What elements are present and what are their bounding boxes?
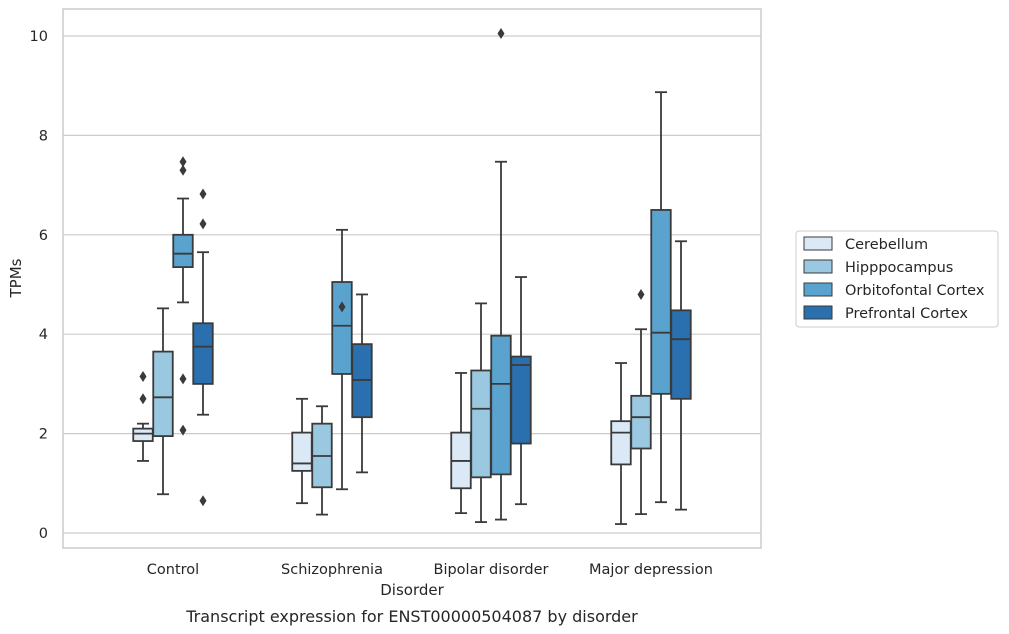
box-iqr [650, 209, 672, 395]
outlier-point [199, 188, 207, 200]
outlier-point [637, 288, 645, 300]
x-tick-label: Control [147, 562, 199, 578]
box-hipppocampus [630, 288, 652, 516]
box-iqr [610, 420, 632, 466]
box-hipppocampus [311, 405, 333, 516]
box-iqr [670, 309, 692, 400]
box-series-group [132, 28, 692, 525]
legend-swatch [803, 282, 833, 297]
legend-label: Orbitofontal Cortex [845, 283, 985, 299]
chart-caption: Transcript expression for ENST0000050408… [185, 607, 638, 626]
y-tick-label: 8 [39, 128, 48, 144]
box-iqr [490, 334, 512, 476]
outlier-point [139, 370, 147, 382]
box-iqr [630, 394, 652, 450]
x-axis-title: Disorder [380, 581, 444, 599]
outlier-point [179, 424, 187, 436]
legend-label: Hipppocampus [845, 260, 953, 276]
outlier-point [179, 164, 187, 176]
box-prefrontal-cortex [670, 240, 692, 511]
legend-swatch [803, 236, 833, 251]
box-iqr [192, 322, 214, 385]
box-iqr [291, 431, 313, 472]
outlier-point [497, 28, 505, 40]
box-iqr [510, 355, 532, 445]
box-orbitofontal-cortex [650, 91, 672, 504]
outlier-point [199, 495, 207, 507]
box-prefrontal-cortex [192, 188, 214, 507]
legend-label: Prefrontal Cortex [845, 306, 968, 322]
legend: Cerebellum Hipppocampus Orbitofontal Corte… [795, 230, 999, 328]
legend-swatch [803, 259, 833, 274]
box-iqr [172, 233, 194, 269]
box-hipppocampus [152, 307, 174, 496]
outlier-point [179, 156, 187, 168]
y-tick-label: 2 [39, 427, 48, 443]
y-axis-title: TPMs [7, 258, 25, 298]
box-cerebellum [450, 372, 472, 515]
x-tick-label: Bipolar disorder [434, 562, 549, 578]
box-iqr [132, 427, 154, 442]
box-cerebellum [610, 362, 632, 525]
y-tick-label: 6 [39, 228, 48, 244]
legend-swatch [803, 305, 833, 320]
box-orbitofontal-cortex [172, 156, 194, 436]
y-axis-ticks: 0 2 4 6 8 10 [30, 29, 48, 542]
legend-frame [795, 230, 999, 328]
box-iqr [331, 281, 353, 375]
outlier-point [139, 393, 147, 405]
box-hipppocampus [470, 302, 492, 523]
x-axis-ticks: Control Schizophrenia Bipolar disorder Majo… [147, 562, 713, 578]
x-tick-label: Major depression [589, 562, 713, 578]
x-tick-label: Schizophrenia [281, 562, 383, 578]
box-prefrontal-cortex [510, 276, 532, 506]
box-orbitofontal-cortex [490, 28, 512, 521]
y-tick-label: 4 [39, 327, 48, 343]
box-iqr [470, 369, 492, 479]
outlier-point [179, 373, 187, 385]
box-prefrontal-cortex [351, 293, 373, 474]
y-tick-label: 10 [30, 29, 48, 45]
outlier-point [199, 218, 207, 230]
outlier-point [338, 301, 346, 313]
legend-label: Cerebellum [845, 237, 928, 253]
box-orbitofontal-cortex [331, 228, 353, 491]
y-tick-label: 0 [39, 526, 48, 542]
plot-area [62, 8, 762, 549]
box-cerebellum [291, 397, 313, 505]
box-iqr [152, 350, 174, 437]
